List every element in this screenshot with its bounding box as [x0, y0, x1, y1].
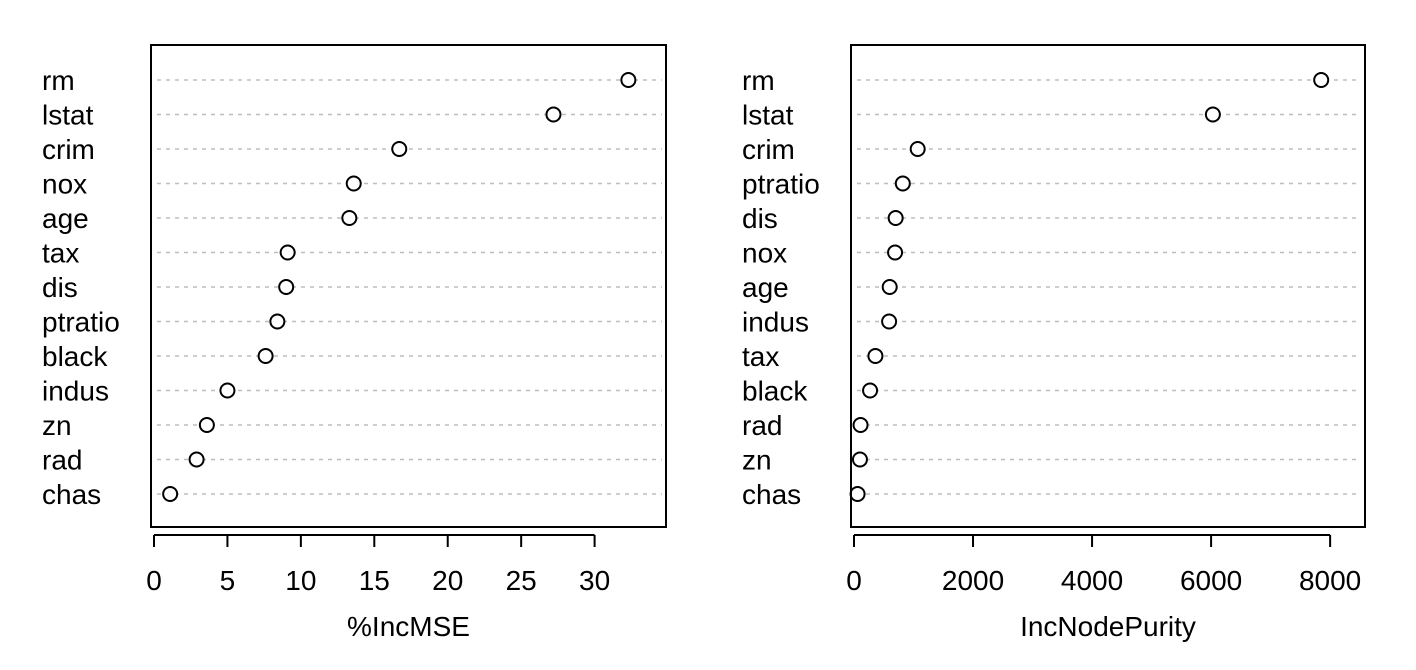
- category-label: black: [42, 341, 108, 372]
- data-point: [894, 175, 911, 192]
- category-label: indus: [42, 376, 109, 407]
- category-label: rad: [742, 410, 782, 441]
- plot-frame: [150, 44, 667, 528]
- x-tick-label: 25: [506, 565, 537, 596]
- category-label: crim: [742, 134, 795, 165]
- category-label: age: [42, 203, 89, 234]
- category-label: dis: [42, 272, 78, 303]
- x-tick-label: 10: [285, 565, 316, 596]
- data-point: [198, 417, 215, 433]
- data-point: [620, 72, 637, 88]
- x-tick-label: 8000: [1299, 565, 1361, 596]
- category-label: nox: [42, 169, 87, 200]
- data-point: [1313, 72, 1330, 88]
- x-tick-label: 5: [220, 565, 236, 596]
- category-label: tax: [742, 341, 779, 372]
- data-point: [881, 279, 898, 295]
- category-label: crim: [42, 134, 95, 165]
- x-tick-label: 6000: [1180, 565, 1242, 596]
- category-label: ptratio: [742, 169, 820, 200]
- data-point: [219, 382, 236, 399]
- data-point: [852, 417, 869, 433]
- category-label: nox: [742, 238, 787, 269]
- x-tick-label: 30: [579, 565, 610, 596]
- data-point: [887, 210, 904, 226]
- category-label: dis: [742, 203, 778, 234]
- category-label: lstat: [742, 100, 794, 131]
- data-point: [162, 486, 179, 502]
- category-label: zn: [42, 410, 72, 441]
- x-tick-label: 4000: [1061, 565, 1123, 596]
- data-point: [391, 141, 408, 157]
- x-tick-label: 20: [432, 565, 463, 596]
- plot-frame: [850, 44, 1366, 528]
- category-label: rad: [42, 445, 82, 476]
- category-label: indus: [742, 307, 809, 338]
- category-label: ptratio: [42, 307, 120, 338]
- category-label: tax: [42, 238, 79, 269]
- data-point: [269, 313, 286, 330]
- category-label: chas: [742, 479, 801, 510]
- category-label: chas: [42, 479, 101, 510]
- category-label: rm: [42, 65, 75, 96]
- category-label: age: [742, 272, 789, 303]
- data-point: [909, 141, 926, 157]
- data-point: [862, 382, 879, 399]
- category-label: rm: [742, 65, 775, 96]
- data-point: [887, 244, 904, 261]
- x-tick-label: 15: [359, 565, 390, 596]
- category-label: zn: [742, 445, 772, 476]
- data-point: [545, 106, 562, 123]
- data-point: [867, 348, 884, 364]
- x-axis-label: %IncMSE: [347, 611, 470, 642]
- data-point: [279, 244, 296, 261]
- x-tick-label: 2000: [942, 565, 1004, 596]
- category-label: black: [742, 376, 808, 407]
- x-tick-label: 0: [846, 565, 862, 596]
- data-point: [257, 348, 274, 364]
- x-tick-label: 0: [146, 565, 162, 596]
- x-axis-label: IncNodePurity: [1020, 611, 1196, 642]
- data-point: [278, 279, 295, 295]
- data-point: [1204, 106, 1221, 123]
- data-point: [188, 451, 205, 468]
- data-point: [345, 175, 362, 192]
- category-label: lstat: [42, 100, 94, 131]
- data-point: [341, 210, 358, 226]
- data-point: [849, 486, 866, 502]
- data-point: [851, 451, 868, 468]
- data-point: [881, 313, 898, 330]
